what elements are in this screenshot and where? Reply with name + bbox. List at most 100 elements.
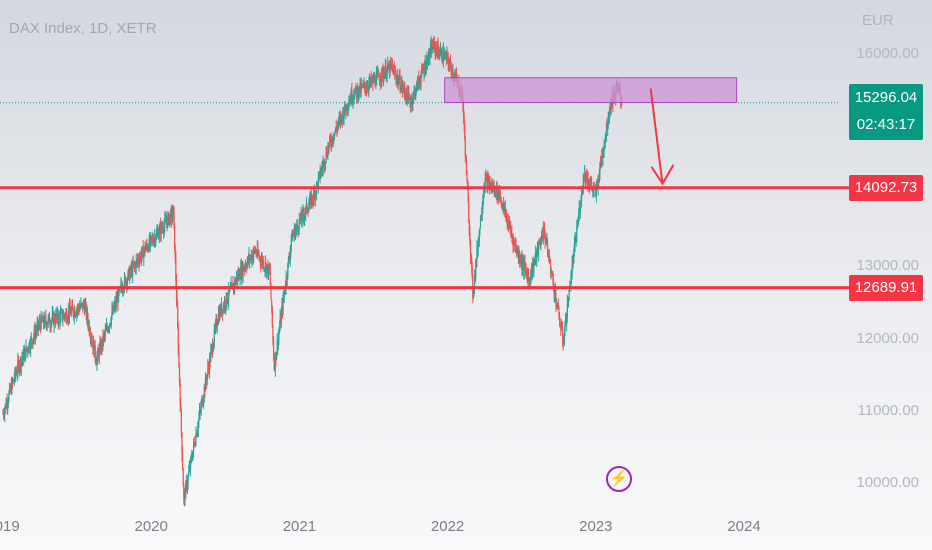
candle-body bbox=[478, 230, 480, 243]
candle-body bbox=[585, 173, 587, 180]
candle-body bbox=[219, 309, 221, 320]
candle-body bbox=[174, 250, 176, 259]
candle-body bbox=[160, 224, 162, 235]
candle-body bbox=[78, 308, 80, 312]
candle-body bbox=[187, 475, 189, 484]
candle-body bbox=[454, 76, 456, 78]
candle-body bbox=[482, 200, 484, 210]
candle-body bbox=[149, 236, 151, 244]
candle-body bbox=[468, 201, 470, 222]
candle-body bbox=[347, 107, 349, 109]
candle-body bbox=[230, 283, 232, 288]
candle-body bbox=[354, 91, 356, 99]
candle-body bbox=[599, 162, 601, 175]
candle-body bbox=[283, 292, 285, 297]
candle-body bbox=[304, 213, 306, 216]
candle-body bbox=[606, 122, 608, 130]
candle-body bbox=[573, 249, 575, 263]
candle-body bbox=[601, 155, 603, 165]
candle-body bbox=[566, 303, 568, 317]
candle-body bbox=[291, 235, 293, 242]
candle-body bbox=[57, 311, 59, 320]
candle-body bbox=[330, 143, 333, 145]
candle-body bbox=[214, 323, 217, 330]
candle-body bbox=[557, 303, 559, 309]
candle-body bbox=[464, 139, 466, 157]
candle-body bbox=[607, 119, 609, 127]
candle-body bbox=[355, 86, 357, 90]
candle-body bbox=[68, 306, 71, 318]
candle-body bbox=[110, 323, 112, 325]
candle-body bbox=[47, 323, 49, 325]
candle-body bbox=[310, 195, 312, 205]
candle-body bbox=[555, 294, 557, 306]
candle-body bbox=[333, 138, 335, 140]
candle-body bbox=[188, 471, 190, 476]
candle-body bbox=[338, 119, 340, 125]
candle-body bbox=[301, 220, 303, 222]
candle-body bbox=[154, 236, 156, 243]
candle-body bbox=[385, 75, 388, 78]
candle-body bbox=[566, 316, 568, 324]
candle-body bbox=[438, 50, 440, 57]
candle-body bbox=[297, 226, 299, 231]
candle-body bbox=[561, 328, 564, 341]
candle-body bbox=[280, 312, 282, 324]
candle-body bbox=[465, 156, 467, 158]
candle-body bbox=[34, 332, 36, 339]
candle-body bbox=[499, 196, 501, 198]
candle-body bbox=[401, 82, 403, 90]
candle-body bbox=[144, 248, 147, 253]
candle-body bbox=[189, 458, 192, 469]
candle-body bbox=[69, 306, 71, 312]
candle-body bbox=[385, 66, 387, 78]
candle-body bbox=[94, 345, 96, 358]
candle-body bbox=[575, 235, 577, 242]
candle-body bbox=[257, 248, 259, 254]
lightning-icon[interactable]: ⚡ bbox=[606, 466, 632, 492]
candle-body bbox=[408, 96, 410, 98]
candle-body bbox=[271, 306, 273, 327]
candle-body bbox=[346, 104, 348, 110]
candle-body bbox=[329, 137, 331, 143]
candle-body bbox=[603, 145, 605, 152]
candle-body bbox=[336, 126, 339, 131]
candle-body bbox=[555, 303, 558, 306]
candle-body bbox=[284, 291, 286, 293]
candle-body bbox=[429, 53, 431, 58]
candle-body bbox=[252, 254, 254, 259]
candle-body bbox=[246, 261, 248, 268]
candle-body bbox=[534, 258, 536, 261]
candle-body bbox=[432, 43, 434, 48]
candle-body bbox=[399, 76, 401, 90]
candle-body bbox=[85, 304, 87, 317]
candle-body bbox=[441, 49, 443, 59]
candle-body bbox=[21, 359, 23, 361]
candle-body bbox=[509, 223, 511, 228]
candle-body bbox=[68, 310, 70, 318]
candle-body bbox=[542, 238, 544, 240]
candle-body bbox=[225, 293, 227, 307]
candle-body bbox=[64, 315, 66, 318]
candle-body bbox=[452, 70, 454, 78]
candle-body bbox=[253, 248, 255, 250]
candle-body bbox=[300, 214, 302, 221]
candle-body bbox=[77, 306, 79, 310]
candle-body bbox=[582, 188, 584, 191]
candle-body bbox=[587, 178, 589, 185]
candle-body bbox=[479, 217, 482, 229]
candle-body bbox=[273, 356, 275, 370]
candle-body bbox=[200, 403, 202, 410]
candle-body bbox=[162, 228, 164, 232]
candle-body bbox=[353, 97, 355, 99]
candle-body bbox=[62, 314, 65, 318]
candle-body bbox=[362, 84, 365, 86]
candle-body bbox=[419, 82, 422, 84]
candle-body bbox=[73, 314, 75, 317]
candle-body bbox=[549, 259, 552, 274]
candle-body bbox=[391, 63, 393, 67]
candle-body bbox=[89, 332, 91, 336]
candle-body bbox=[443, 59, 445, 61]
candle-body bbox=[501, 200, 503, 206]
